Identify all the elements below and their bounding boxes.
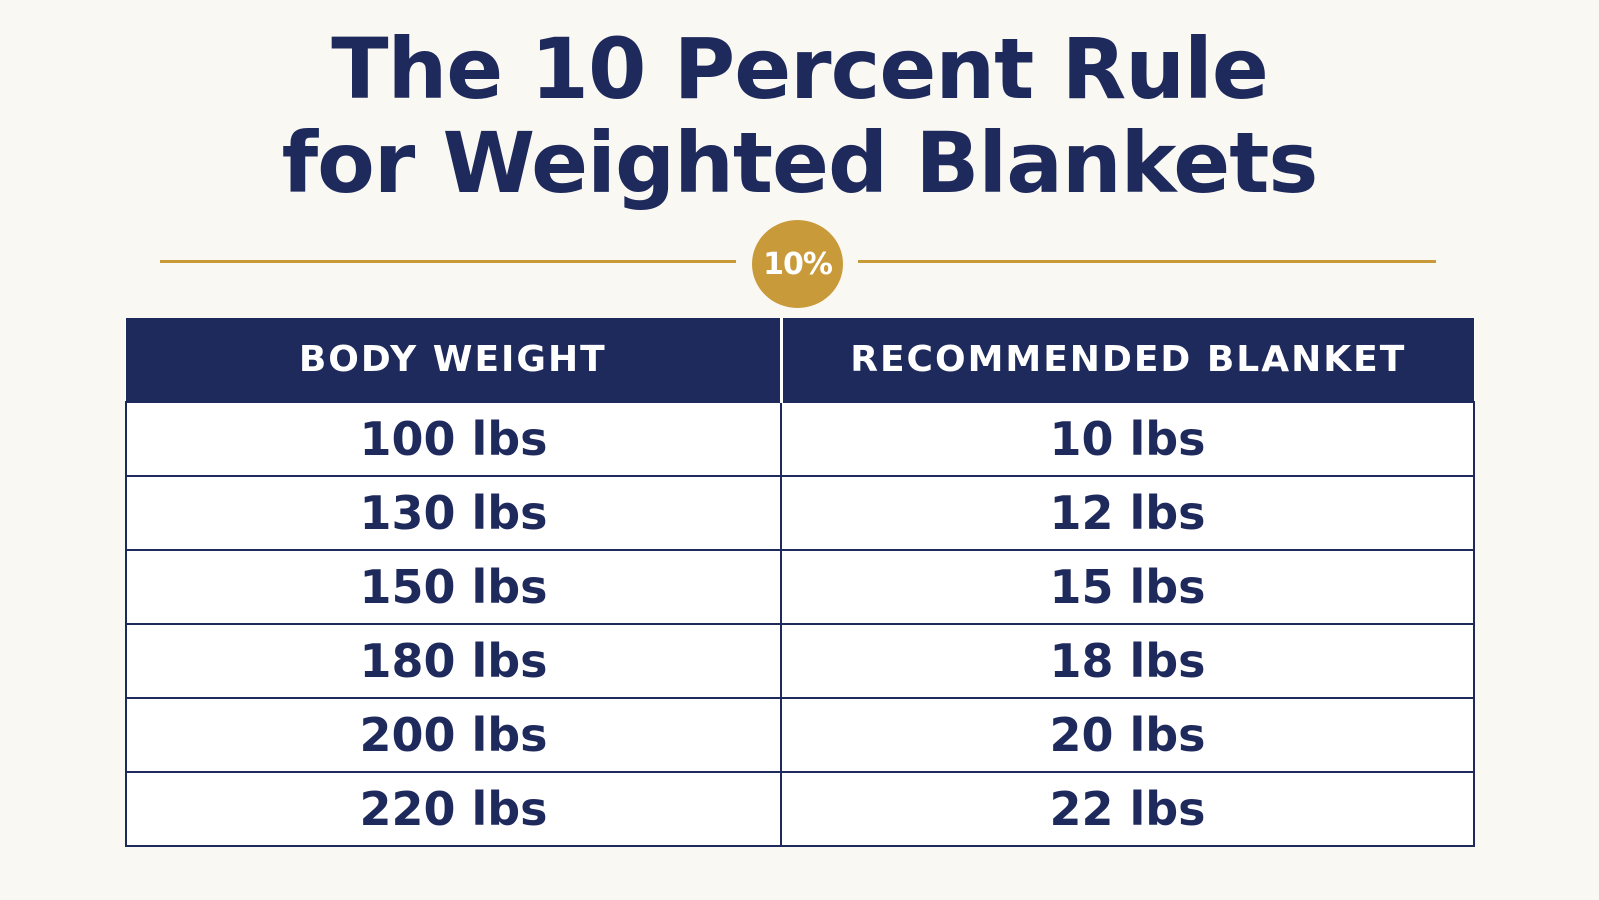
body-weight-cell: 100 lbs [125,401,782,477]
blanket-weight-cell: 12 lbs [780,475,1475,551]
table-row: 200 lbs 20 lbs [125,697,1475,773]
blanket-weight-cell: 22 lbs [780,771,1475,847]
weight-table: BODY WEIGHT RECOMMENDED BLANKET 100 lbs … [125,318,1475,847]
header-recommended-blanket: RECOMMENDED BLANKET [781,318,1474,402]
body-weight-cell: 130 lbs [125,475,782,551]
percent-badge: 10% [752,220,843,308]
blanket-weight-cell: 15 lbs [780,549,1475,625]
body-weight-cell: 150 lbs [125,549,782,625]
table-row: 130 lbs 12 lbs [125,475,1475,551]
divider-right [858,260,1436,263]
title-line-2: for Weighted Blankets [281,114,1319,212]
divider-left [160,260,736,263]
body-weight-cell: 220 lbs [125,771,782,847]
table-row: 150 lbs 15 lbs [125,549,1475,625]
table-row: 180 lbs 18 lbs [125,623,1475,699]
body-weight-cell: 180 lbs [125,623,782,699]
title-line-1: The 10 Percent Rule [331,20,1269,118]
body-weight-cell: 200 lbs [125,697,782,773]
table-header-row: BODY WEIGHT RECOMMENDED BLANKET [126,318,1474,402]
blanket-weight-cell: 20 lbs [780,697,1475,773]
blanket-weight-cell: 10 lbs [780,401,1475,477]
table-row: 220 lbs 22 lbs [125,771,1475,847]
page-title: The 10 Percent Rule for Weighted Blanket… [0,22,1599,210]
header-body-weight: BODY WEIGHT [126,318,783,402]
blanket-weight-cell: 18 lbs [780,623,1475,699]
table-row: 100 lbs 10 lbs [125,401,1475,477]
